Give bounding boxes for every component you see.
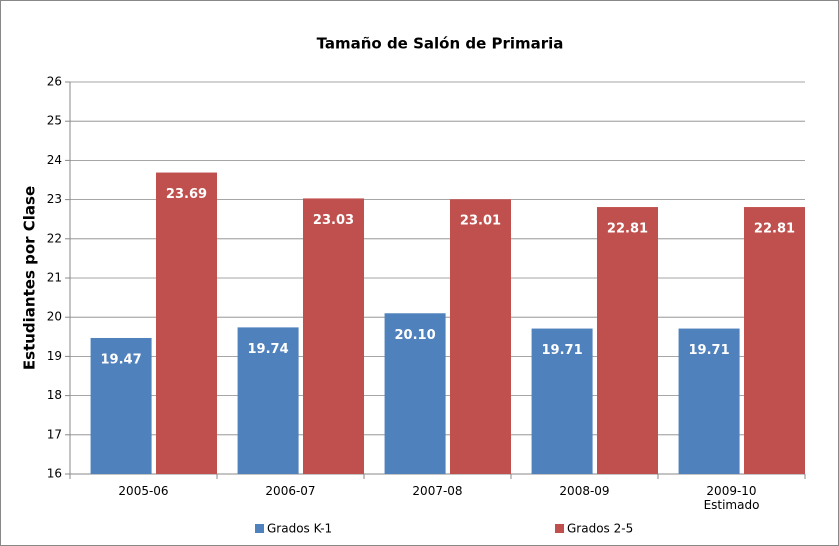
bar <box>743 207 805 474</box>
legend-label: Grados 2-5 <box>567 522 633 536</box>
value-label: 19.71 <box>689 343 730 358</box>
x-tick-label: 2005-06 <box>118 484 169 498</box>
legend-label: Grados K-1 <box>267 522 332 536</box>
bar <box>302 198 364 474</box>
y-tick-label: 26 <box>47 75 62 89</box>
x-tick-label: 2008-09 <box>559 484 610 498</box>
y-tick-label: 20 <box>47 310 62 324</box>
value-label: 20.10 <box>395 328 436 343</box>
y-tick-label: 18 <box>47 388 62 402</box>
y-tick-label: 16 <box>47 467 62 481</box>
legend-swatch <box>255 524 264 533</box>
value-label: 19.74 <box>248 342 289 357</box>
value-label: 22.81 <box>607 222 648 237</box>
bar <box>531 328 593 474</box>
bar <box>384 313 446 474</box>
y-tick-label: 23 <box>47 192 62 206</box>
bar <box>449 199 511 474</box>
y-tick-label: 21 <box>47 271 62 285</box>
bar <box>90 337 152 474</box>
bar <box>596 207 658 474</box>
x-tick-label: 2007-08 <box>412 484 463 498</box>
value-label: 23.69 <box>166 187 207 202</box>
y-axis-title: Estudiantes por Clase <box>21 186 39 370</box>
bar <box>237 327 299 474</box>
value-label: 19.47 <box>101 352 142 367</box>
legend-swatch <box>555 524 564 533</box>
y-tick-label: 24 <box>47 153 62 167</box>
y-tick-label: 17 <box>47 427 62 441</box>
bar <box>678 328 740 474</box>
x-tick-label: 2009-10 Estimado <box>703 484 760 512</box>
bar <box>155 172 217 474</box>
x-tick-label: 2006-07 <box>265 484 316 498</box>
value-label: 22.81 <box>754 222 795 237</box>
value-label: 23.03 <box>313 213 354 228</box>
value-label: 23.01 <box>460 214 501 229</box>
chart-title: Tamaño de Salón de Primaria <box>317 35 564 53</box>
y-tick-label: 19 <box>47 349 62 363</box>
value-label: 19.71 <box>542 343 583 358</box>
y-tick-label: 22 <box>47 231 62 245</box>
y-tick-label: 25 <box>47 114 62 128</box>
